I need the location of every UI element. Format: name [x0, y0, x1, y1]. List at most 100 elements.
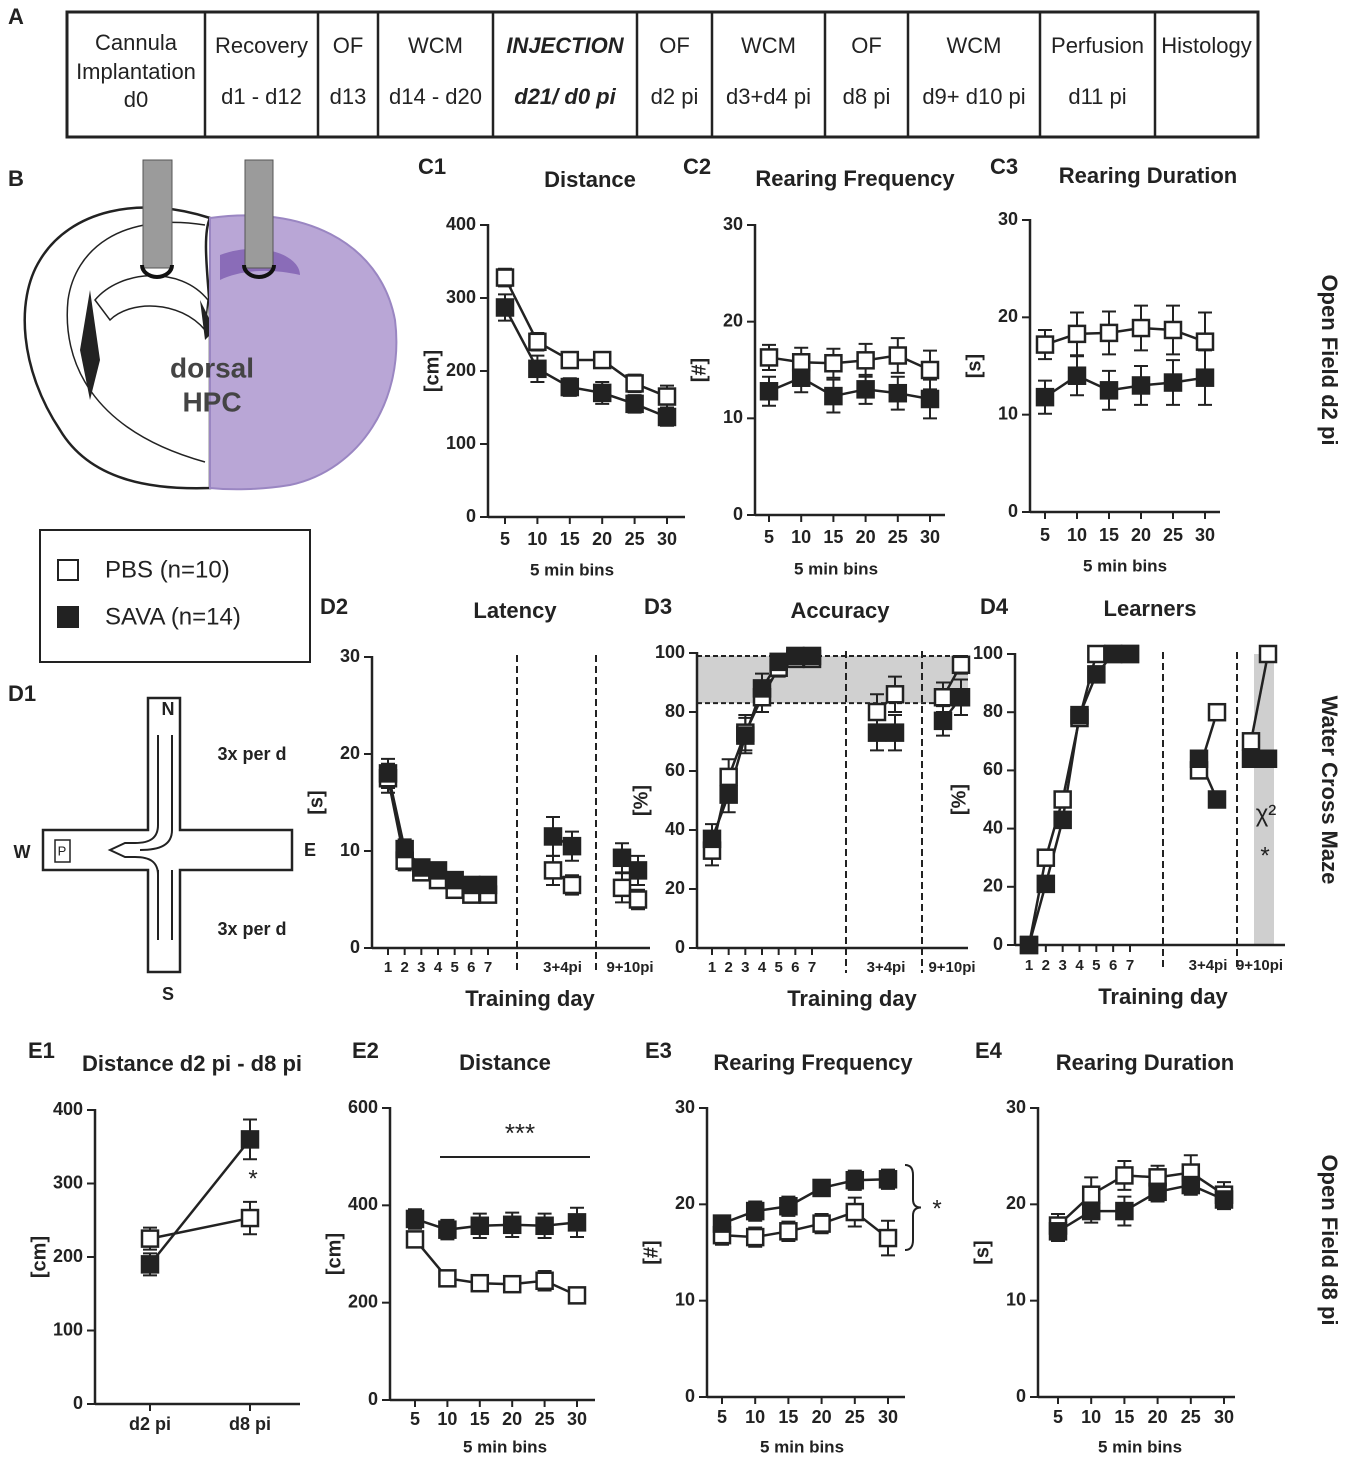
chart-title: Distance d2 pi - d8 pi [82, 1051, 302, 1076]
data-point [1131, 318, 1151, 338]
x-tick-label: 30 [657, 529, 677, 549]
data-point [1081, 1185, 1101, 1204]
data-point [628, 890, 648, 909]
data-point [824, 353, 843, 373]
x-tick-label: 25 [1163, 525, 1183, 545]
y-tick-label: 30 [723, 214, 743, 234]
section-label: 3+4pi [1189, 957, 1228, 974]
x-tick-label: 7 [484, 959, 492, 976]
maze-label: 3x per d [217, 919, 286, 939]
brain-label: dorsal [170, 352, 254, 383]
y-axis-label: [s] [305, 790, 327, 814]
y-tick-label: 80 [665, 701, 685, 721]
y-tick-label: 20 [340, 743, 360, 763]
y-tick-label: 40 [665, 819, 685, 839]
data-point [933, 688, 953, 707]
x-tick-label: 30 [1195, 525, 1215, 545]
x-tick-label: 20 [1131, 525, 1151, 545]
x-axis-label: 5 min bins [463, 1437, 547, 1456]
data-point [1115, 1166, 1134, 1185]
data-point [592, 383, 612, 403]
panel-label: D4 [980, 594, 1009, 619]
section-label: 9+10pi [1236, 957, 1283, 974]
data-point [1103, 644, 1123, 664]
timeline-text: d2 pi [651, 84, 699, 109]
y-axis-label: [cm] [28, 1236, 50, 1278]
x-tick-label: 15 [823, 527, 843, 547]
data-point [1120, 644, 1140, 664]
data-point [502, 1215, 522, 1235]
y-tick-label: 10 [998, 403, 1018, 423]
chart-title: Rearing Duration [1056, 1050, 1234, 1075]
x-tick-label: 20 [812, 1407, 832, 1427]
timeline-text: d11 pi [1068, 84, 1126, 109]
data-point [140, 1229, 160, 1248]
y-axis-label: [cm] [421, 350, 443, 392]
chart-title: Accuracy [790, 598, 890, 623]
y-axis-label: [%] [630, 785, 652, 816]
annotation: * [1260, 842, 1269, 869]
y-axis-label: [s] [971, 1240, 993, 1264]
data-point [1207, 702, 1227, 722]
panel-label: A [8, 4, 24, 29]
timeline-text: Histology [1161, 33, 1251, 58]
data-point [867, 723, 887, 742]
data-point [1207, 790, 1227, 809]
x-axis-label: Training day [465, 986, 595, 1011]
chart-title: Rearing Frequency [713, 1050, 913, 1075]
timeline-text: d3+d4 pi [726, 84, 811, 109]
timeline-text: d9+ d10 pi [922, 84, 1025, 109]
x-tick-label: 5 [1092, 957, 1100, 974]
data-point [824, 386, 843, 406]
y-tick-label: 80 [983, 701, 1003, 721]
x-axis-label: 5 min bins [760, 1437, 844, 1456]
chart-title: Learners [1104, 596, 1197, 621]
x-tick-label: 25 [888, 527, 908, 547]
data-point [802, 646, 822, 666]
data-point [951, 655, 971, 675]
maze-label: S [162, 984, 174, 1004]
chart-title: Rearing Frequency [755, 166, 955, 191]
data-point [888, 383, 908, 403]
data-point [567, 1213, 587, 1232]
data-point [779, 1197, 798, 1216]
maze-label: P [58, 843, 67, 858]
data-point [1163, 320, 1183, 340]
timeline-text: WCM [741, 33, 796, 58]
x-tick-label: 10 [791, 527, 811, 547]
criterion-band [697, 655, 968, 704]
x-tick-label: 20 [592, 529, 612, 549]
data-point [1067, 366, 1087, 385]
panel-label: E1 [28, 1038, 55, 1063]
x-axis-label: 5 min bins [794, 559, 878, 578]
data-point [612, 848, 632, 868]
annotation: * [248, 1165, 257, 1192]
x-tick-label: 1 [1025, 957, 1033, 974]
data-point [845, 1171, 865, 1190]
data-point [712, 1214, 732, 1233]
brain-illustration: dorsal HPC [23, 159, 398, 491]
row-label: Open Field d2 pi [1317, 274, 1342, 445]
x-tick-label: 7 [808, 959, 816, 976]
row-label: Water Cross Maze [1317, 696, 1342, 885]
panel-label: C1 [418, 154, 446, 179]
data-point [878, 1228, 898, 1248]
data-point [1036, 874, 1056, 894]
data-point [888, 346, 908, 365]
x-tick-label: 25 [1181, 1407, 1201, 1427]
data-point [1195, 332, 1215, 351]
panel-label: B [8, 166, 24, 191]
data-point [769, 652, 788, 672]
data-point [933, 711, 953, 731]
x-tick-label: 2 [1042, 957, 1050, 974]
x-tick-label: 25 [625, 529, 645, 549]
data-point [560, 350, 580, 370]
y-tick-label: 30 [675, 1097, 695, 1117]
panel-label: E4 [975, 1038, 1003, 1063]
x-tick-label: d8 pi [229, 1414, 271, 1434]
timeline-text: WCM [947, 33, 1002, 58]
x-axis-label: Training day [787, 986, 917, 1011]
x-tick-label: 6 [1109, 957, 1117, 974]
y-axis-label: [s] [963, 354, 985, 378]
y-tick-label: 30 [340, 646, 360, 666]
